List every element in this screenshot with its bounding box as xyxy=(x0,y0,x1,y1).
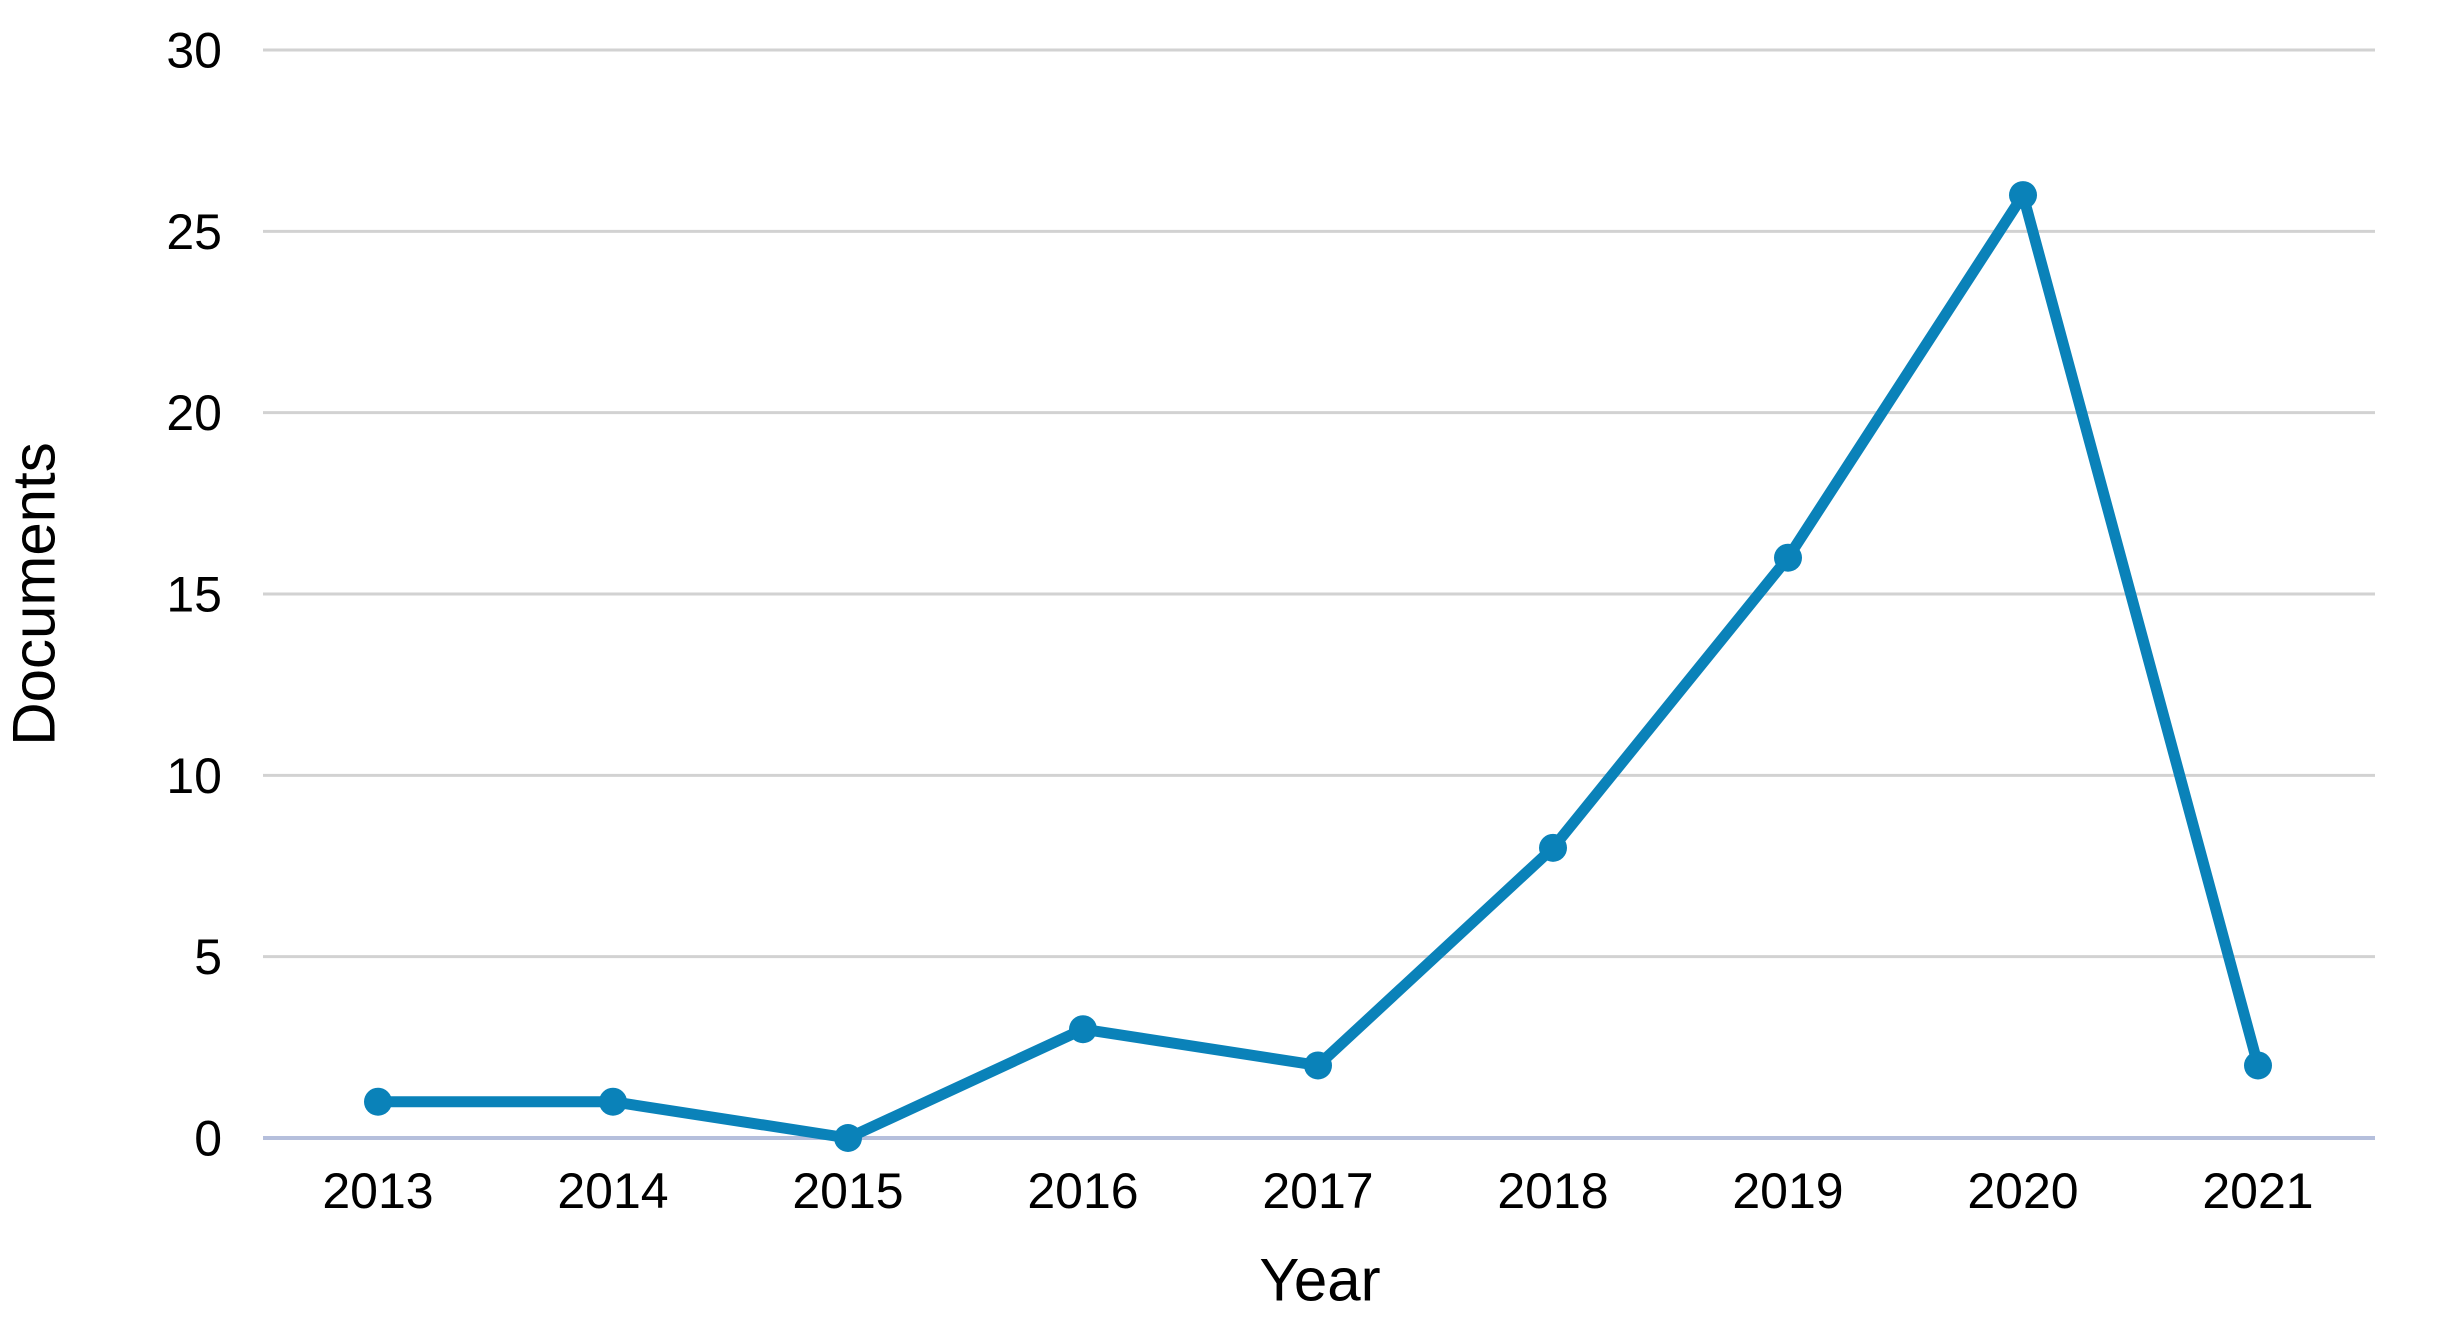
data-point xyxy=(364,1087,392,1116)
y-axis-title: Documents xyxy=(0,442,68,746)
data-point xyxy=(599,1087,627,1116)
x-tick-label: 2020 xyxy=(1967,1163,2078,1219)
data-point xyxy=(2009,181,2037,210)
x-tick-label: 2015 xyxy=(792,1163,903,1219)
x-tick-label: 2019 xyxy=(1732,1163,1843,1219)
y-tick-label: 20 xyxy=(166,385,222,441)
x-tick-label: 2018 xyxy=(1497,1163,1608,1219)
x-axis-title: Year xyxy=(1259,1246,1381,1314)
data-point xyxy=(2244,1051,2272,1080)
data-point xyxy=(1539,833,1567,862)
y-tick-label: 0 xyxy=(194,1111,222,1167)
x-tick-label: 2017 xyxy=(1262,1163,1373,1219)
x-tick-label: 2014 xyxy=(557,1163,668,1219)
y-tick-label: 5 xyxy=(194,929,222,985)
x-tick-label: 2021 xyxy=(2202,1163,2313,1219)
data-point xyxy=(1069,1015,1097,1044)
data-point xyxy=(1304,1051,1332,1080)
data-point xyxy=(1774,543,1802,572)
y-tick-label: 25 xyxy=(166,204,222,260)
y-tick-label: 15 xyxy=(166,567,222,623)
data-line xyxy=(372,189,2264,1144)
y-tick-label: 30 xyxy=(166,23,222,79)
data-point xyxy=(834,1124,862,1152)
x-tick-label: 2016 xyxy=(1027,1163,1138,1219)
x-tick-label: 2013 xyxy=(322,1163,433,1219)
y-tick-label: 10 xyxy=(166,748,222,804)
